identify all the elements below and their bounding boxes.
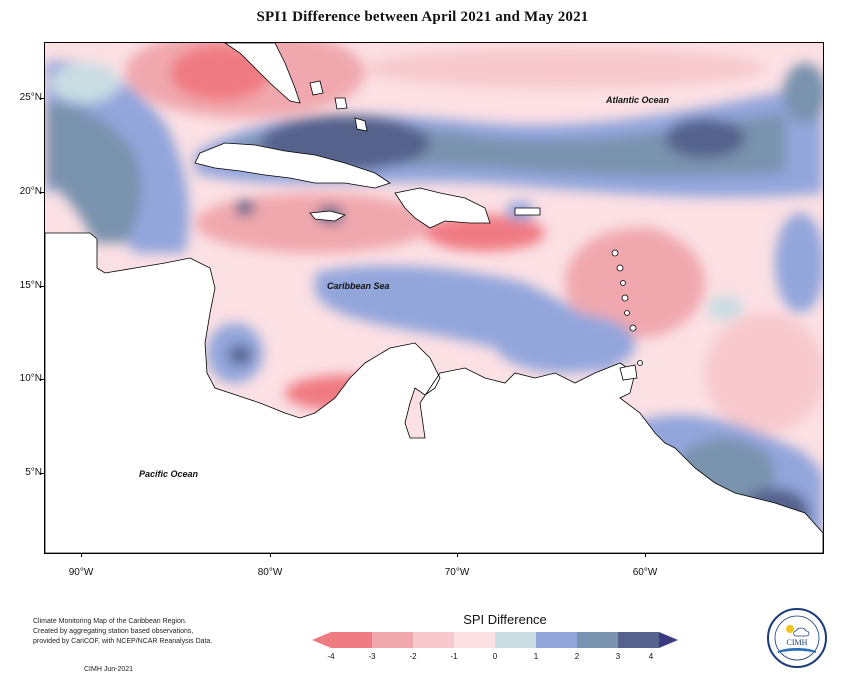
- lon-label-80w: 80°W: [257, 567, 283, 578]
- legend-swatch: [372, 632, 413, 648]
- lat-tick: [40, 286, 44, 287]
- ocean-label-atlantic: Atlantic Ocean: [606, 95, 670, 105]
- lat-tick: [40, 379, 44, 380]
- spi-map: Atlantic Ocean Caribbean Sea Pacific Oce…: [44, 42, 824, 554]
- cimh-logo-icon: CIMH: [767, 608, 827, 668]
- lat-tick: [40, 192, 44, 193]
- legend-arrow-right: [659, 632, 678, 648]
- lat-label-15n: 15°N: [19, 280, 42, 291]
- legend-swatch: [413, 632, 454, 648]
- legend-swatch: [331, 632, 372, 648]
- lon-tick: [457, 553, 458, 557]
- legend-tick: 3: [615, 652, 621, 661]
- legend-tick: -1: [450, 652, 458, 661]
- lon-tick: [645, 553, 646, 557]
- lon-label-70w: 70°W: [444, 567, 470, 578]
- florida-land: [224, 43, 301, 104]
- puerto-rico-land: [514, 207, 541, 216]
- legend-title: SPI Difference: [463, 612, 547, 627]
- map-title: SPI1 Difference between April 2021 and M…: [256, 9, 589, 25]
- legend-swatch: [536, 632, 577, 648]
- lon-tick: [270, 553, 271, 557]
- cuba-land: [194, 142, 391, 189]
- lat-label-25n: 25°N: [19, 92, 42, 103]
- lat-label-5n: 5°N: [25, 467, 42, 478]
- legend-swatch: [577, 632, 618, 648]
- lon-label-60w: 60°W: [632, 567, 658, 578]
- bahamas-land: [309, 80, 324, 96]
- jamaica-land: [309, 210, 347, 222]
- legend-swatch: [618, 632, 659, 648]
- legend-swatch: [454, 632, 495, 648]
- ocean-label-pacific: Pacific Ocean: [139, 469, 199, 479]
- legend-tick: 0: [492, 652, 498, 661]
- legend-tick: 2: [574, 652, 580, 661]
- map-credit: Climate Monitoring Map of the Caribbean …: [33, 617, 223, 647]
- legend-tick: -4: [327, 652, 335, 661]
- lat-label-10n: 10°N: [19, 373, 42, 384]
- legend-tick: -3: [368, 652, 376, 661]
- credit-date: CIMH Jun-2021: [84, 666, 134, 673]
- logo-text: CIMH: [787, 638, 808, 647]
- land-masses: [45, 43, 823, 553]
- ocean-label-caribbean: Caribbean Sea: [327, 281, 390, 291]
- lat-label-20n: 20°N: [19, 186, 42, 197]
- lat-tick: [40, 98, 44, 99]
- spi-map-canvas: [45, 43, 823, 553]
- credit-line-1: Climate Monitoring Map of the Caribbean …: [33, 618, 187, 625]
- hispaniola-land: [394, 187, 491, 229]
- legend-swatch: [495, 632, 536, 648]
- lat-tick: [40, 473, 44, 474]
- credit-line-3: provided by CariCOF, with NCEP/NCAR Rean…: [33, 638, 213, 645]
- legend-tick: -2: [409, 652, 417, 661]
- lon-label-90w: 90°W: [68, 567, 94, 578]
- lon-tick: [81, 553, 82, 557]
- legend-tick: 4: [648, 652, 654, 661]
- legend-colorbar: [312, 632, 678, 648]
- legend-tick: 1: [533, 652, 539, 661]
- central-america-land: [45, 232, 823, 553]
- credit-line-2: Created by aggregating station based obs…: [33, 628, 194, 635]
- legend-arrow-left: [312, 632, 331, 648]
